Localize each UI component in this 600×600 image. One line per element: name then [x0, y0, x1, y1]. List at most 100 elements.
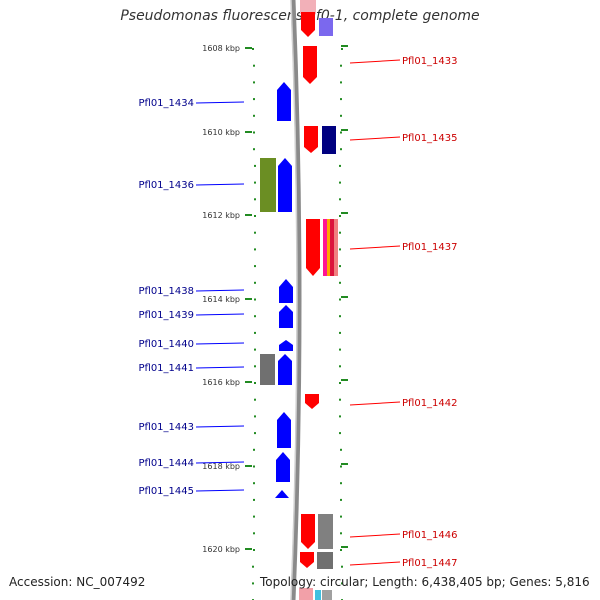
- gene-block-1437-b[interactable]: [327, 219, 330, 276]
- minor-tick: [340, 498, 342, 501]
- gene-arrow-1433[interactable]: [303, 46, 317, 84]
- left-gene-label[interactable]: Pfl01_1443: [138, 422, 194, 433]
- minor-tick: [253, 81, 255, 84]
- right-gene-label[interactable]: Pfl01_1437: [402, 242, 458, 253]
- minor-tick: [340, 81, 342, 84]
- right-leader-line: [349, 561, 401, 566]
- gene-block-1441-grey[interactable]: [260, 354, 275, 385]
- kbp-label: 1618 kbp: [202, 462, 240, 471]
- minor-tick: [340, 148, 342, 151]
- minor-tick: [341, 565, 343, 568]
- left-gene-label[interactable]: Pfl01_1436: [138, 180, 194, 191]
- gene-block-1437-c[interactable]: [330, 219, 334, 276]
- left-leader-line: [195, 425, 245, 428]
- major-tick-right: [341, 379, 348, 381]
- topology-text: Topology: circular; Length: 6,438,405 bp…: [260, 575, 590, 589]
- gene-block-bottom-teal[interactable]: [315, 590, 321, 600]
- left-leader-line: [195, 366, 245, 369]
- minor-tick: [254, 265, 256, 268]
- minor-tick: [252, 582, 254, 585]
- left-gene-label[interactable]: Pfl01_1438: [138, 286, 194, 297]
- right-gene-label[interactable]: Pfl01_1447: [402, 558, 458, 569]
- minor-tick: [254, 382, 256, 384]
- minor-tick: [254, 348, 256, 351]
- minor-tick: [339, 215, 341, 217]
- left-leader-line: [195, 101, 245, 104]
- minor-tick: [341, 48, 343, 50]
- minor-tick: [254, 315, 256, 318]
- tick-marks: [252, 48, 343, 600]
- minor-tick: [340, 482, 342, 485]
- minor-tick: [339, 432, 341, 435]
- gene-arrow-1447[interactable]: [300, 552, 314, 568]
- gene-block-bottom-pink[interactable]: [299, 588, 313, 600]
- minor-tick: [252, 48, 254, 50]
- left-gene-label[interactable]: Pfl01_1444: [138, 458, 194, 469]
- gene-arrow-1437[interactable]: [306, 219, 320, 276]
- gene-arrow-1435[interactable]: [304, 126, 318, 153]
- right-gene-label[interactable]: Pfl01_1435: [402, 133, 458, 144]
- right-gene-label[interactable]: Pfl01_1446: [402, 530, 458, 541]
- gene-block-top-purple[interactable]: [319, 18, 333, 36]
- minor-tick: [253, 465, 255, 468]
- kbp-label: 1608 kbp: [202, 44, 240, 53]
- minor-tick: [253, 131, 255, 134]
- gene-arrow-1440[interactable]: [279, 340, 293, 351]
- gene-arrow-1446[interactable]: [301, 514, 315, 549]
- gene-arrow-top[interactable]: [301, 12, 315, 37]
- minor-tick: [253, 532, 255, 535]
- genome-backbone-highlight: [290, 0, 298, 600]
- major-tick-right: [341, 129, 348, 131]
- gene-arrow-1439[interactable]: [279, 305, 293, 328]
- gene-arrow-1441[interactable]: [278, 354, 292, 385]
- major-tick-right: [341, 463, 348, 465]
- minor-tick: [339, 231, 341, 234]
- gene-block-1436-green[interactable]: [260, 158, 276, 212]
- minor-tick: [254, 248, 256, 251]
- gene-block-top-pink[interactable]: [300, 0, 316, 14]
- gene-block-1435-navy[interactable]: [322, 126, 336, 154]
- right-leader-line: [349, 245, 401, 250]
- minor-tick: [254, 365, 256, 368]
- kbp-label: 1612 kbp: [202, 211, 240, 220]
- right-gene-label[interactable]: Pfl01_1433: [402, 56, 458, 67]
- minor-tick: [339, 164, 341, 167]
- minor-tick: [339, 315, 341, 318]
- gene-block-bottom-grey[interactable]: [322, 590, 332, 600]
- left-gene-label[interactable]: Pfl01_1434: [138, 98, 194, 109]
- minor-tick: [339, 365, 341, 368]
- left-gene-label[interactable]: Pfl01_1440: [138, 339, 194, 350]
- gene-block-1446-grey[interactable]: [318, 514, 333, 549]
- gene-arrow-1444[interactable]: [276, 452, 290, 482]
- right-strand-features: [299, 0, 338, 600]
- minor-tick: [253, 148, 255, 151]
- gene-arrow-1443[interactable]: [277, 412, 291, 448]
- right-gene-label[interactable]: Pfl01_1442: [402, 398, 458, 409]
- gene-arrow-1442[interactable]: [305, 394, 319, 409]
- gene-block-1437-a[interactable]: [323, 219, 327, 276]
- genome-backbone: [290, 0, 302, 600]
- left-gene-label[interactable]: Pfl01_1445: [138, 486, 194, 497]
- minor-tick: [254, 281, 256, 284]
- minor-tick: [340, 465, 342, 468]
- gene-arrow-1434[interactable]: [277, 82, 291, 121]
- left-gene-label[interactable]: Pfl01_1441: [138, 363, 194, 374]
- accession-text: Accession: NC_007492: [9, 575, 146, 589]
- minor-tick: [340, 532, 342, 535]
- left-leader-line: [195, 183, 245, 186]
- right-leader-line: [349, 59, 401, 64]
- gene-arrow-1436[interactable]: [278, 158, 292, 212]
- minor-tick: [253, 114, 255, 117]
- minor-tick: [340, 131, 342, 134]
- gene-arrow-1438[interactable]: [279, 279, 293, 303]
- gene-block-1437-d[interactable]: [334, 219, 338, 276]
- minor-tick: [339, 331, 341, 334]
- minor-tick: [339, 181, 341, 184]
- gene-block-1447-grey[interactable]: [317, 552, 333, 569]
- left-gene-label[interactable]: Pfl01_1439: [138, 310, 194, 321]
- gene-arrow-1445[interactable]: [275, 490, 289, 498]
- minor-tick: [339, 265, 341, 268]
- minor-tick: [253, 64, 255, 67]
- minor-tick: [253, 549, 255, 551]
